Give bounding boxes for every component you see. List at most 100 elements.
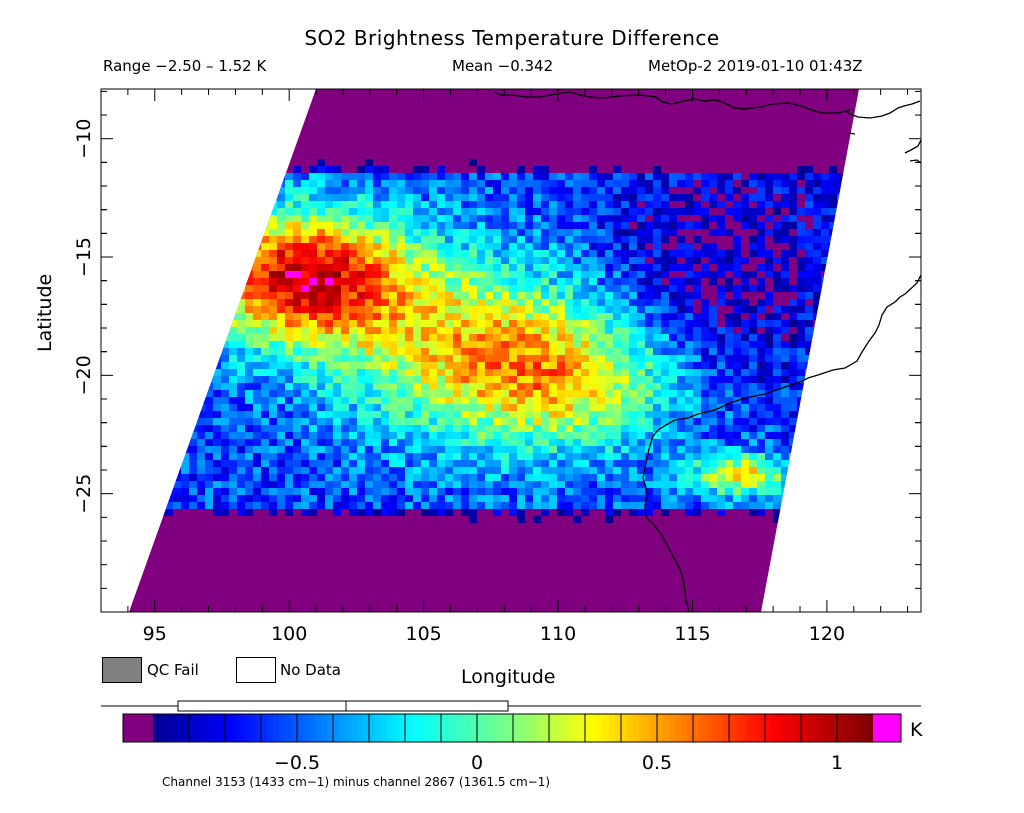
heatmap-cell (597, 313, 605, 320)
heatmap-cell (661, 341, 669, 348)
heatmap-cell (501, 292, 509, 299)
heatmap-cell (677, 194, 685, 201)
heatmap-cell (829, 502, 837, 509)
heatmap-cell (813, 376, 821, 383)
heatmap-cell (221, 285, 229, 292)
heatmap-cell (861, 460, 869, 467)
heatmap-cell (365, 313, 373, 320)
heatmap-cell (173, 187, 181, 194)
heatmap-cell (213, 208, 221, 215)
heatmap-cell (317, 341, 325, 348)
heatmap-cell (661, 460, 669, 467)
heatmap-cell (885, 376, 893, 383)
heatmap-cell (629, 502, 637, 509)
heatmap-cell (597, 285, 605, 292)
heatmap-cell (149, 187, 157, 194)
heatmap-cell (701, 271, 709, 278)
heatmap-cell (341, 446, 349, 453)
heatmap-cell (397, 446, 405, 453)
heatmap-cell (477, 439, 485, 446)
heatmap-cell (797, 341, 805, 348)
heatmap-cell (245, 432, 253, 439)
heatmap-cell (101, 418, 109, 425)
heatmap-cell (509, 243, 517, 250)
heatmap-cell (221, 383, 229, 390)
heatmap-cell (301, 460, 309, 467)
heatmap-cell (285, 180, 293, 187)
heatmap-cell (277, 481, 285, 488)
heatmap-cell (285, 509, 293, 516)
heatmap-cell (861, 355, 869, 362)
heatmap-cell (877, 397, 885, 404)
heatmap-cell (525, 299, 533, 306)
heatmap-cell (405, 411, 413, 418)
heatmap-cell (413, 173, 421, 180)
heatmap-cell (517, 243, 525, 250)
heatmap-cell (501, 341, 509, 348)
heatmap-cell (309, 411, 317, 418)
heatmap-cell (893, 243, 901, 250)
heatmap-cell (381, 299, 389, 306)
heatmap-cell (445, 481, 453, 488)
heatmap-cell (349, 208, 357, 215)
heatmap-cell (205, 348, 213, 355)
heatmap-cell (477, 404, 485, 411)
heatmap-cell (389, 257, 397, 264)
heatmap-cell (373, 509, 381, 516)
heatmap-cell (373, 481, 381, 488)
heatmap-cell (205, 432, 213, 439)
heatmap-cell (253, 341, 261, 348)
heatmap-cell (517, 250, 525, 257)
heatmap-cell (469, 376, 477, 383)
heatmap-cell (725, 453, 733, 460)
heatmap-cell (813, 299, 821, 306)
heatmap-cell (301, 348, 309, 355)
heatmap-cell (885, 481, 893, 488)
heatmap-cell (157, 397, 165, 404)
heatmap-cell (717, 327, 725, 334)
heatmap-cell (709, 180, 717, 187)
heatmap-cell (533, 383, 541, 390)
heatmap-cell (661, 495, 669, 502)
heatmap-cell (557, 369, 565, 376)
heatmap-cell (437, 425, 445, 432)
heatmap-cell (373, 376, 381, 383)
heatmap-cell (909, 194, 917, 201)
heatmap-cell (789, 460, 797, 467)
heatmap-cell (333, 404, 341, 411)
heatmap-cell (797, 411, 805, 418)
heatmap-cell (677, 341, 685, 348)
heatmap-cell (549, 257, 557, 264)
heatmap-cell (453, 390, 461, 397)
heatmap-cell (613, 397, 621, 404)
heatmap-cell (149, 460, 157, 467)
heatmap-cell (301, 173, 309, 180)
heatmap-cell (133, 243, 141, 250)
heatmap-cell (853, 446, 859, 453)
heatmap-cell (549, 418, 557, 425)
heatmap-cell (237, 271, 245, 278)
heatmap-cell (357, 222, 365, 229)
heatmap-cell (549, 502, 557, 509)
heatmap-cell (869, 390, 877, 397)
heatmap-cell (533, 334, 541, 341)
heatmap-cell (717, 271, 725, 278)
heatmap-cell (533, 467, 541, 474)
heatmap-cell (173, 285, 181, 292)
heatmap-cell (285, 278, 293, 285)
heatmap-cell (253, 243, 261, 250)
heatmap-cell (613, 222, 621, 229)
heatmap-cell (693, 292, 701, 299)
heatmap-cell (549, 250, 557, 257)
heatmap-cell (773, 355, 781, 362)
heatmap-cell (205, 222, 213, 229)
heatmap-cell (129, 306, 133, 313)
heatmap-cell (325, 320, 333, 327)
heatmap-cell (157, 292, 165, 299)
heatmap-cell (909, 292, 917, 299)
heatmap-cell (845, 194, 853, 201)
heatmap-cell (605, 348, 613, 355)
heatmap-cell (293, 201, 301, 208)
heatmap-cell (117, 362, 125, 369)
